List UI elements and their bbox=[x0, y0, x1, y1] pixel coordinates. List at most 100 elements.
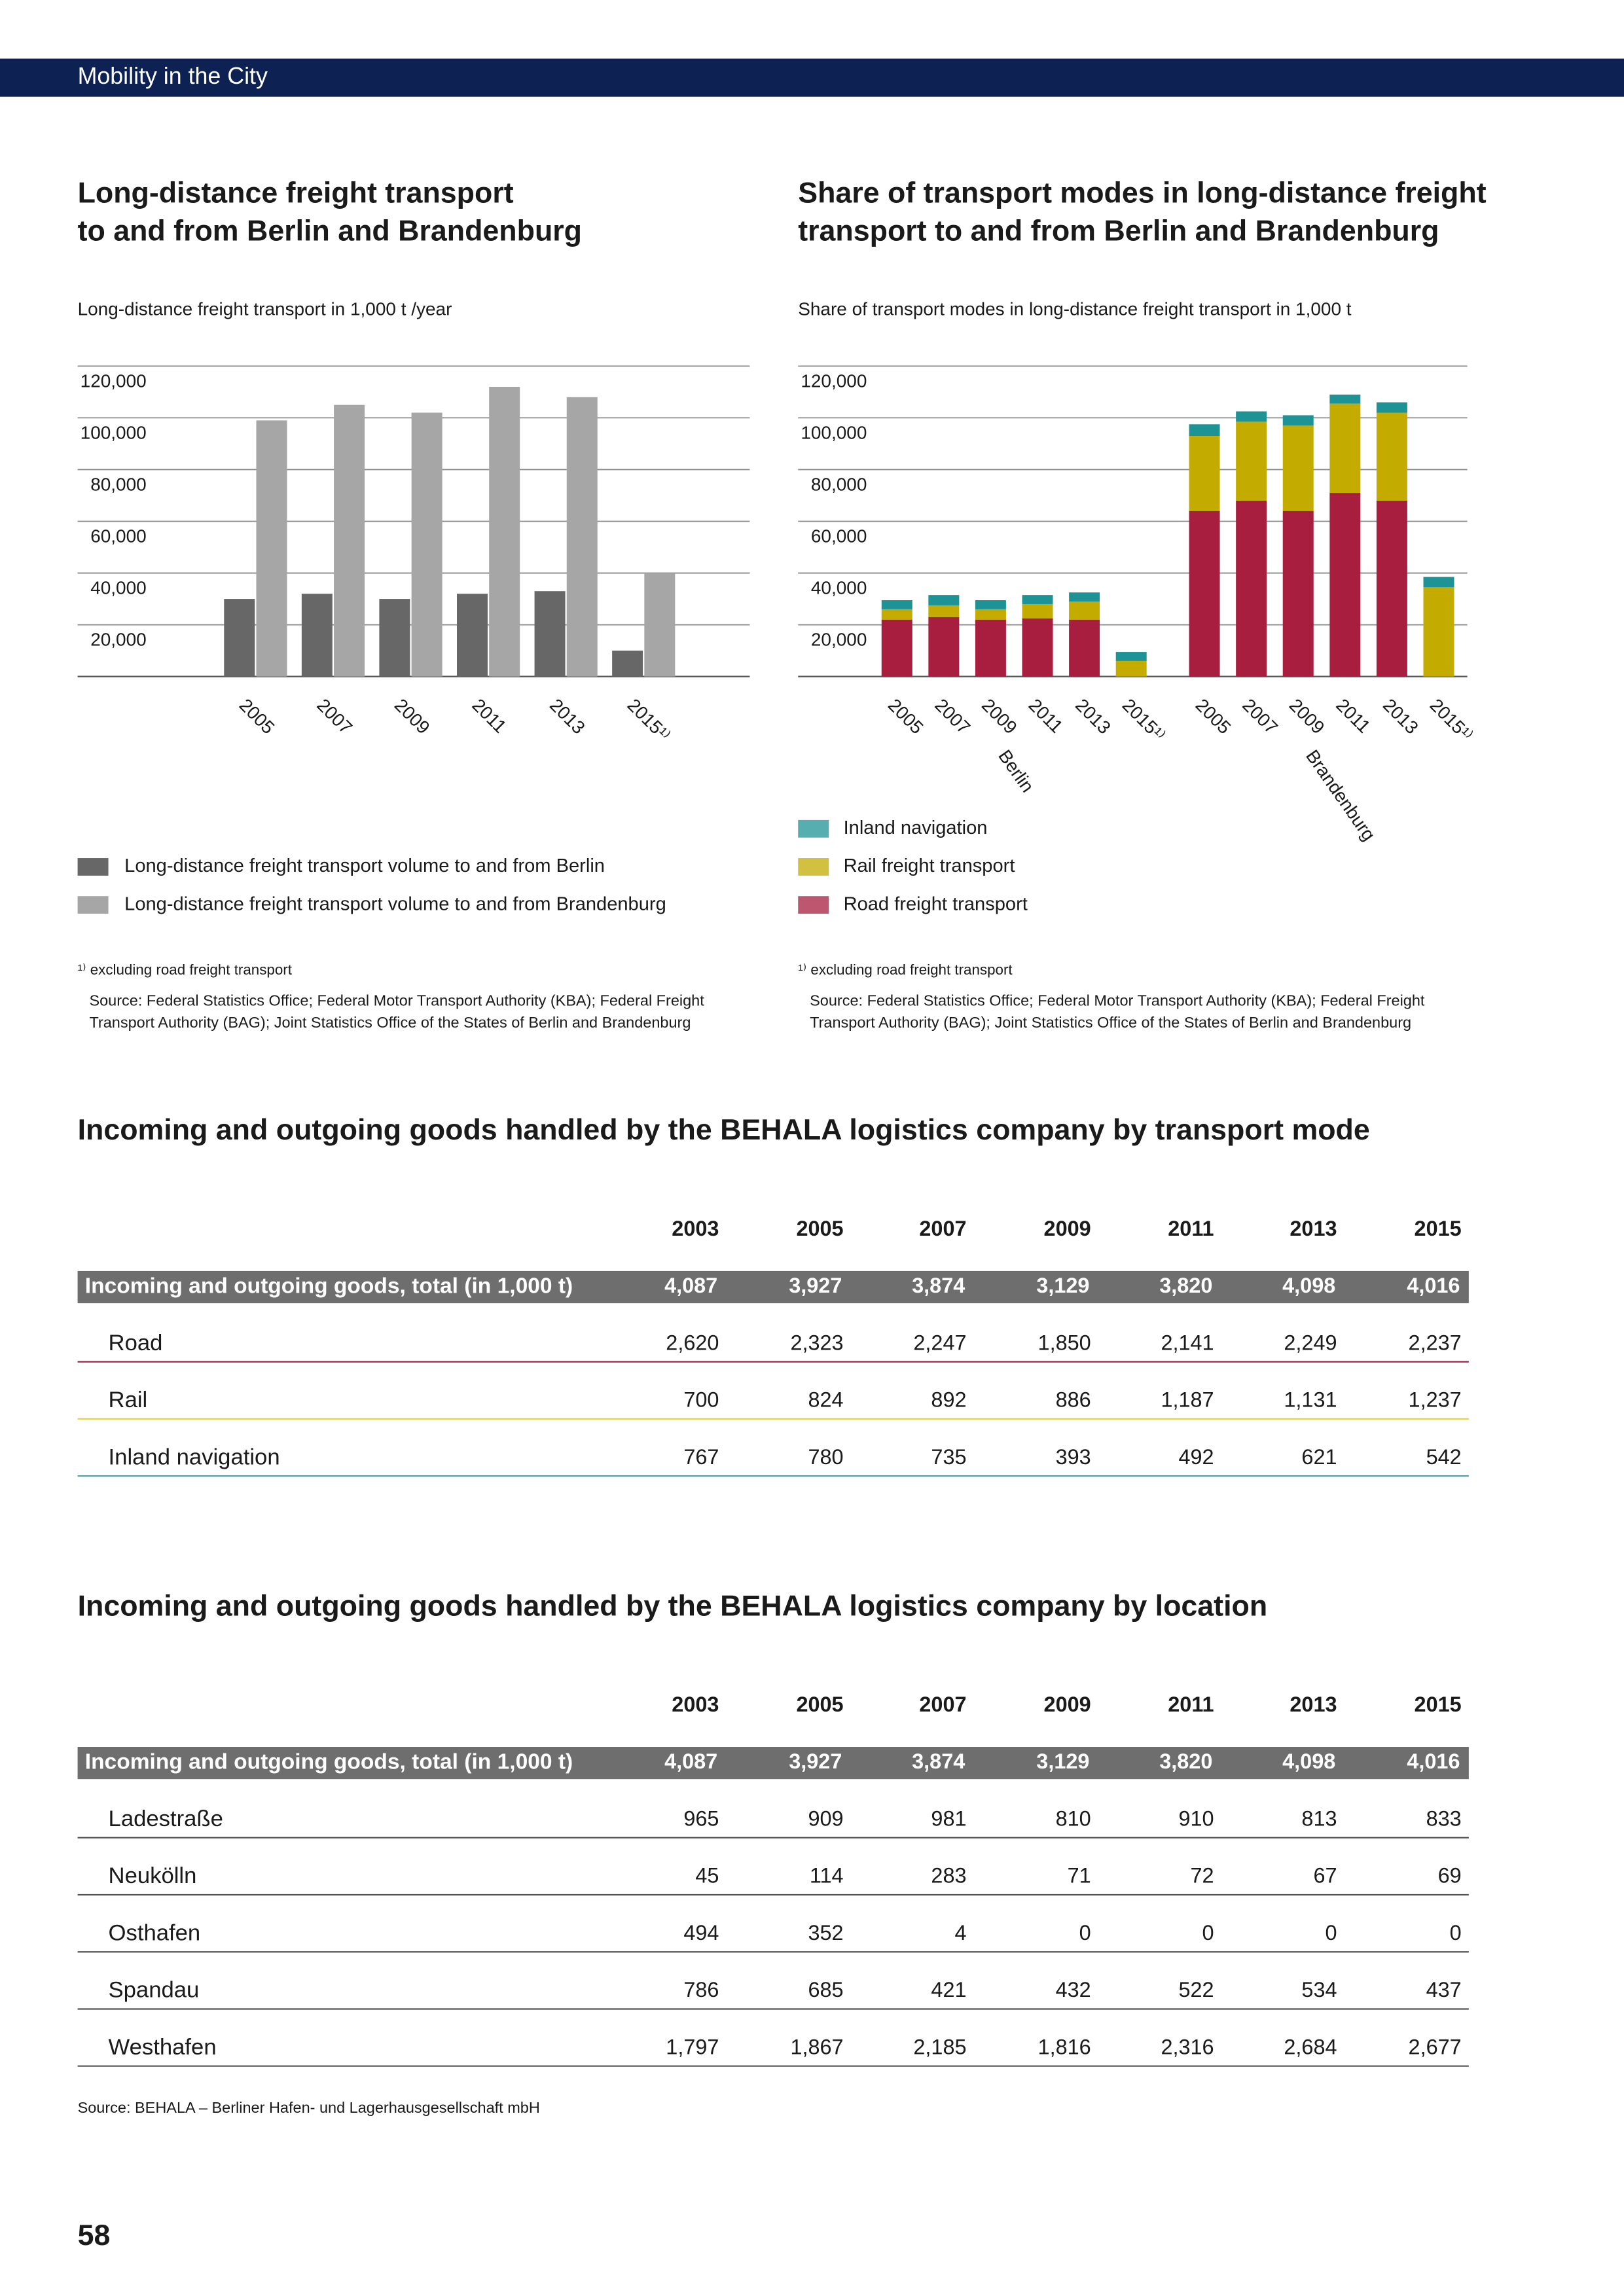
table-title: Incoming and outgoing goods handled by t… bbox=[78, 1589, 1268, 1622]
cell: 1,867 bbox=[790, 2035, 843, 2058]
cell: 685 bbox=[808, 1978, 843, 2001]
header-bar bbox=[0, 58, 1624, 97]
row-label: Westhafen bbox=[109, 2035, 217, 2060]
bar-segment bbox=[1069, 601, 1100, 620]
x-tick-label: 2005 bbox=[884, 694, 928, 738]
cell: 3,874 bbox=[912, 1749, 965, 1773]
cell: 2,323 bbox=[790, 1331, 843, 1354]
cell: 4,087 bbox=[664, 1749, 717, 1773]
cell: 4,016 bbox=[1407, 1274, 1460, 1297]
source: Source: Federal Statistics Office; Feder… bbox=[810, 992, 1425, 1009]
cell: 3,820 bbox=[1159, 1749, 1212, 1773]
bar-segment bbox=[1282, 415, 1314, 426]
x-tick-label: 2009 bbox=[1286, 694, 1329, 738]
group-label: Brandenburg bbox=[1302, 746, 1379, 844]
legend-swatch bbox=[77, 858, 109, 876]
bar bbox=[534, 591, 566, 677]
bar bbox=[489, 386, 520, 677]
cell: 2,249 bbox=[1284, 1331, 1337, 1354]
cell: 0 bbox=[1202, 1921, 1214, 1945]
y-tick-label: 80,000 bbox=[811, 474, 867, 494]
column-header: 2011 bbox=[1168, 1217, 1214, 1240]
cell: 621 bbox=[1301, 1445, 1337, 1469]
cell: 2,141 bbox=[1161, 1331, 1214, 1354]
bar-segment bbox=[1236, 422, 1267, 501]
row-label: Spandau bbox=[109, 1978, 200, 2003]
bar-segment bbox=[1282, 511, 1314, 677]
source: Source: BEHALA – Berliner Hafen- und Lag… bbox=[78, 2099, 540, 2116]
x-tick-label: 2009 bbox=[978, 694, 1021, 738]
column-header: 2011 bbox=[1168, 1693, 1214, 1716]
cell: 1,187 bbox=[1161, 1388, 1214, 1412]
cell: 1,797 bbox=[666, 2035, 719, 2058]
cell: 886 bbox=[1056, 1388, 1091, 1412]
page-number: 58 bbox=[78, 2219, 111, 2251]
bar-segment bbox=[928, 595, 960, 605]
bar-segment bbox=[1022, 618, 1053, 677]
bar-segment bbox=[1423, 577, 1454, 588]
cell: 0 bbox=[1450, 1921, 1462, 1945]
bar bbox=[334, 404, 365, 677]
cell: 3,927 bbox=[789, 1749, 842, 1773]
bar-segment bbox=[881, 609, 912, 620]
bar-segment bbox=[1189, 424, 1220, 437]
x-tick-label: 2011 bbox=[1332, 694, 1374, 736]
bar-segment bbox=[1423, 587, 1454, 677]
bar-segment bbox=[1329, 394, 1361, 404]
cell: 1,131 bbox=[1284, 1388, 1337, 1412]
cell: 522 bbox=[1178, 1978, 1214, 2001]
x-tick-label: 2013 bbox=[546, 694, 589, 738]
cell: 492 bbox=[1178, 1445, 1214, 1469]
chart-title: transport to and from Berlin and Branden… bbox=[798, 215, 1439, 247]
legend-swatch bbox=[798, 819, 829, 838]
column-header: 2013 bbox=[1290, 1693, 1337, 1716]
cell: 114 bbox=[810, 1864, 844, 1888]
bar bbox=[379, 599, 410, 677]
y-tick-label: 80,000 bbox=[90, 474, 147, 494]
row-label: Inland navigation bbox=[109, 1444, 280, 1469]
cell: 2,247 bbox=[913, 1331, 966, 1354]
row-label: Incoming and outgoing goods, total (in 1… bbox=[85, 1274, 573, 1298]
cell: 352 bbox=[808, 1921, 843, 1945]
cell: 3,129 bbox=[1036, 1749, 1089, 1773]
cell: 1,816 bbox=[1038, 2035, 1091, 2058]
cell: 1,237 bbox=[1409, 1388, 1462, 1412]
bar-segment bbox=[1069, 592, 1100, 602]
bar-segment bbox=[928, 617, 960, 677]
bar-segment bbox=[1115, 660, 1147, 677]
y-tick-label: 20,000 bbox=[90, 630, 147, 650]
x-tick-label: 2013 bbox=[1379, 694, 1422, 738]
y-tick-label: 60,000 bbox=[811, 526, 867, 546]
cell: 283 bbox=[931, 1864, 966, 1888]
bar bbox=[566, 397, 598, 677]
bar-segment bbox=[1236, 500, 1267, 677]
y-tick-label: 60,000 bbox=[90, 526, 147, 546]
table-title: Incoming and outgoing goods handled by t… bbox=[78, 1113, 1370, 1146]
bar-segment bbox=[1376, 500, 1407, 677]
row-label: Osthafen bbox=[109, 1921, 201, 1946]
column-header: 2013 bbox=[1290, 1217, 1337, 1240]
cell: 421 bbox=[931, 1978, 966, 2001]
cell: 4 bbox=[954, 1921, 966, 1945]
cell: 892 bbox=[931, 1388, 966, 1412]
x-tick-label: 2005 bbox=[1192, 694, 1235, 738]
column-header: 2005 bbox=[796, 1217, 843, 1240]
cell: 4,098 bbox=[1282, 1749, 1335, 1773]
bar-segment bbox=[1115, 652, 1147, 661]
row-label: Road bbox=[109, 1331, 163, 1355]
total-row-band bbox=[77, 1270, 1469, 1304]
cell: 3,927 bbox=[789, 1274, 842, 1297]
y-tick-label: 120,000 bbox=[801, 370, 867, 391]
chart-title: to and from Berlin and Brandenburg bbox=[78, 215, 582, 247]
header-title: Mobility in the City bbox=[78, 63, 268, 89]
column-header: 2015 bbox=[1415, 1693, 1462, 1716]
column-header: 2007 bbox=[919, 1693, 966, 1716]
cell: 813 bbox=[1301, 1806, 1337, 1830]
x-tick-label: 2015¹⁾ bbox=[624, 694, 674, 745]
y-tick-label: 100,000 bbox=[81, 422, 147, 442]
bar-segment bbox=[881, 600, 912, 609]
cell: 393 bbox=[1056, 1445, 1091, 1469]
legend-swatch bbox=[798, 896, 829, 914]
cell: 4,087 bbox=[664, 1274, 717, 1297]
bar-segment bbox=[1329, 493, 1361, 677]
